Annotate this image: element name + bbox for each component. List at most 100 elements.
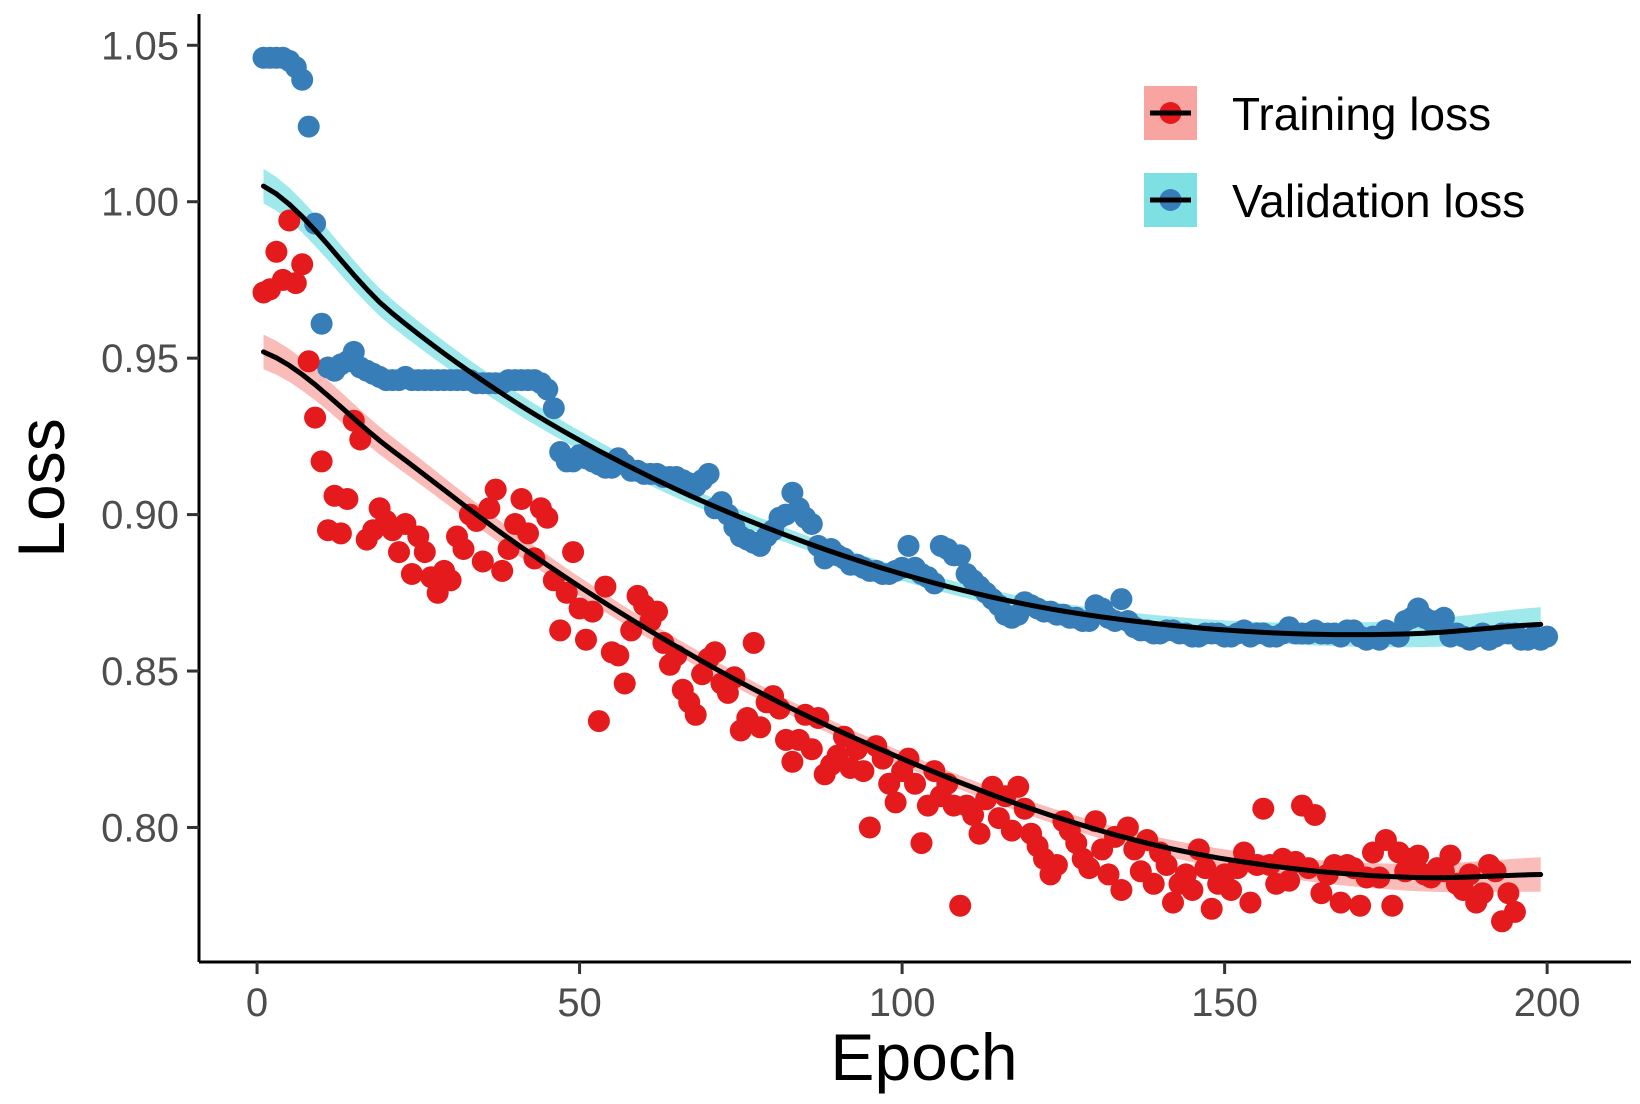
training-point [1078, 857, 1101, 880]
training-point [1252, 797, 1275, 820]
training-point [594, 575, 617, 598]
training-point [1155, 854, 1178, 876]
validation-point [536, 378, 559, 401]
training-point [852, 760, 875, 783]
validation-point [1110, 588, 1133, 611]
training-point [1278, 869, 1301, 892]
data-points [252, 46, 1559, 933]
validation-point [304, 212, 327, 235]
validation-point [897, 534, 920, 557]
training-point [1116, 816, 1139, 839]
training-point [1458, 863, 1481, 886]
validation-point [297, 115, 320, 138]
legend-label: Validation loss [1232, 175, 1525, 227]
training-point [910, 832, 933, 855]
y-tick-label: 0.80 [101, 806, 179, 850]
training-point [304, 406, 327, 429]
validation-point [1432, 606, 1455, 629]
training-point [1407, 844, 1430, 867]
training-points [252, 209, 1526, 933]
training-point [1484, 860, 1507, 883]
training-point [471, 550, 494, 573]
training-point [1303, 804, 1326, 826]
training-point [742, 631, 765, 654]
y-axis-title: Loss [4, 418, 78, 557]
training-point [1200, 897, 1223, 920]
training-point [549, 619, 572, 642]
training-point [562, 541, 585, 564]
training-point [684, 703, 707, 726]
validation-point [949, 544, 972, 567]
training-point [336, 488, 359, 510]
training-point [575, 628, 597, 651]
training-point [1503, 900, 1526, 923]
x-tick-label: 0 [246, 981, 268, 1025]
training-point [1007, 775, 1030, 798]
training-point [1329, 891, 1352, 914]
training-point [1194, 857, 1217, 880]
training-point [284, 272, 307, 295]
y-tick-label: 0.95 [101, 337, 179, 381]
training-point [510, 488, 533, 510]
training-point [1220, 879, 1243, 901]
validation-fit-line [261, 183, 1544, 638]
validation-point [291, 68, 314, 91]
training-point [1162, 891, 1184, 914]
training-point [968, 822, 991, 845]
training-point [349, 428, 372, 451]
validation-point [310, 312, 333, 335]
training-point [1471, 882, 1494, 905]
validation-point [697, 462, 720, 485]
training-point [1181, 879, 1204, 901]
training-point [884, 791, 907, 814]
training-point [484, 478, 507, 501]
legend: Training loss Validation loss [1144, 86, 1525, 227]
validation-points [252, 46, 1559, 651]
training-point [1097, 863, 1120, 886]
training-point [1000, 819, 1023, 842]
legend-item-training: Training loss [1144, 86, 1491, 140]
training-point [413, 541, 436, 564]
x-tick-label: 150 [1191, 981, 1258, 1025]
training-point [329, 522, 352, 545]
training-point [297, 350, 320, 373]
training-point [646, 600, 668, 623]
training-point [1045, 854, 1068, 876]
training-point [904, 772, 926, 795]
training-point [949, 894, 972, 917]
validation-point [1536, 625, 1559, 648]
x-axis-title: Epoch [830, 1020, 1017, 1094]
band-validation [263, 168, 1541, 648]
training-point [265, 240, 288, 263]
x-tick-label: 100 [869, 981, 936, 1025]
training-point [607, 644, 630, 667]
training-point [613, 672, 636, 695]
x-axis-ticks: 0 50 100 150 200 [246, 962, 1581, 1025]
training-point [400, 563, 423, 585]
legend-item-validation: Validation loss [1144, 173, 1525, 227]
training-point [478, 497, 501, 520]
training-point [517, 522, 539, 545]
training-point [452, 538, 475, 560]
y-tick-label: 1.05 [101, 24, 179, 68]
training-point [781, 750, 804, 773]
x-tick-label: 200 [1514, 981, 1581, 1025]
training-point [1239, 891, 1262, 914]
training-point [587, 710, 610, 733]
training-point [962, 804, 985, 826]
y-tick-label: 0.85 [101, 650, 179, 694]
x-tick-label: 50 [557, 981, 602, 1025]
legend-label: Training loss [1232, 88, 1491, 140]
validation-point [542, 397, 565, 420]
training-point [1349, 894, 1372, 917]
training-point [439, 569, 462, 592]
training-point [858, 816, 881, 839]
training-point [536, 506, 559, 529]
y-axis-ticks: 0.80 0.85 0.90 0.95 1.00 1.05 [101, 24, 199, 850]
training-point [1110, 879, 1133, 901]
training-point [1439, 844, 1462, 867]
training-point [1381, 894, 1404, 917]
training-point [491, 559, 514, 582]
training-point [1497, 882, 1520, 905]
